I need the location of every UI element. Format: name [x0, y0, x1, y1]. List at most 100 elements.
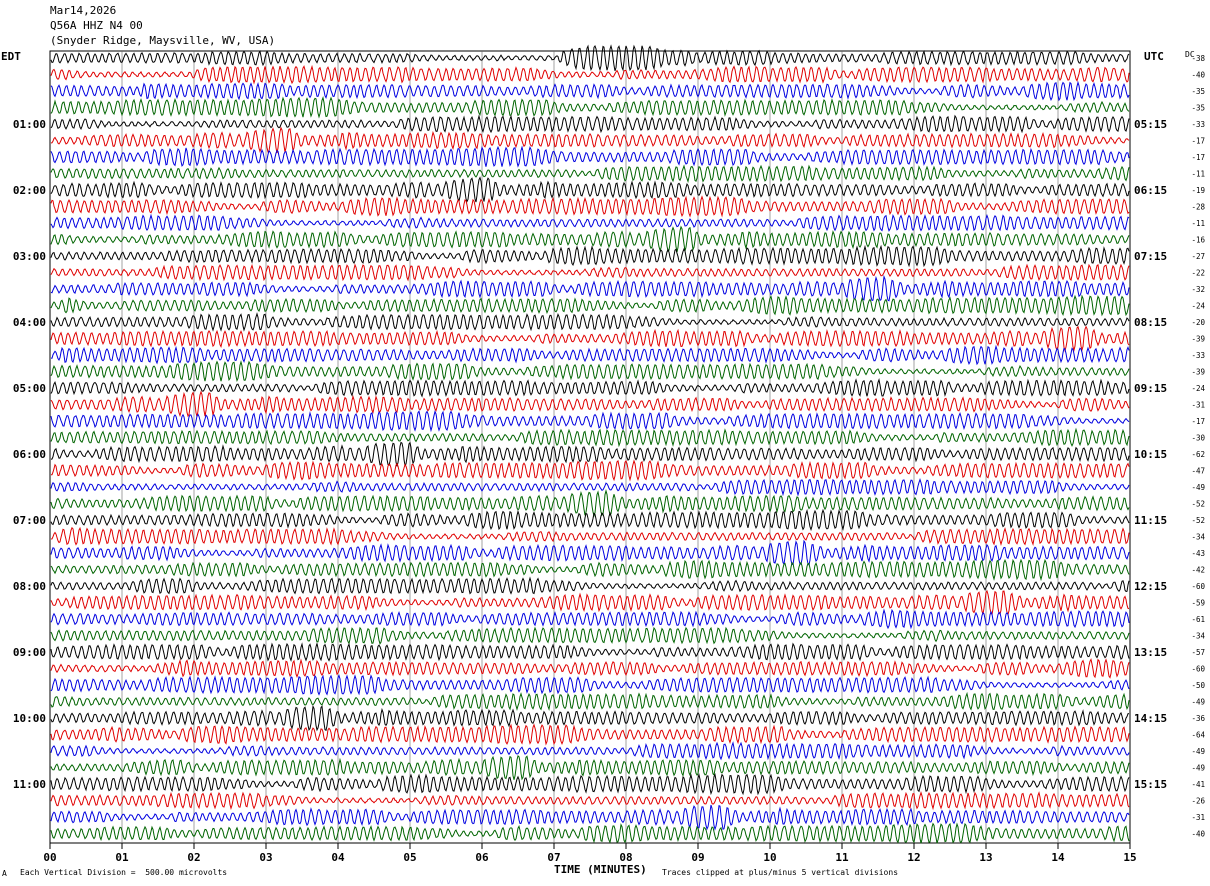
dc-offset-label: -11	[1191, 219, 1205, 228]
traces	[50, 44, 1130, 844]
dc-offset-label: -32	[1191, 285, 1205, 294]
trace-41	[50, 704, 1130, 732]
left-zone-label: EDT	[1, 50, 21, 63]
trace-9	[50, 176, 1130, 203]
dc-offset-label: -36	[1191, 714, 1205, 723]
plot-frame	[49, 50, 1131, 844]
trace-27	[50, 478, 1130, 497]
left-hour-label: 01:00	[13, 118, 46, 131]
x-tick-label-15: 15	[1123, 851, 1136, 864]
dc-offset-label: -60	[1191, 665, 1205, 674]
dc-offset-label: -40	[1191, 830, 1205, 839]
left-hour-label: 05:00	[13, 382, 46, 395]
trace-8	[50, 164, 1130, 184]
trace-5	[50, 114, 1130, 134]
x-tick-label-12: 12	[907, 851, 920, 864]
x-tick-label-05: 05	[403, 851, 416, 864]
trace-45	[50, 773, 1130, 796]
plot-date: Mar14,2026	[50, 4, 117, 17]
dc-offset-label: -59	[1191, 599, 1205, 608]
left-hour-label: 08:00	[13, 580, 46, 593]
dc-offset-label: -43	[1191, 549, 1205, 558]
trace-31	[50, 539, 1130, 566]
dc-offset-label: -22	[1191, 269, 1205, 278]
right-zone-label: UTC	[1144, 50, 1164, 63]
dc-offset-label: -50	[1191, 681, 1205, 690]
dc-offset-label: -52	[1191, 516, 1205, 525]
trace-22	[50, 390, 1130, 418]
trace-16	[50, 294, 1130, 317]
trace-37	[50, 642, 1130, 662]
dc-offset-label: -19	[1191, 186, 1205, 195]
dc-offset-label: -61	[1191, 615, 1205, 624]
trace-7	[50, 145, 1130, 168]
trace-40	[50, 691, 1130, 712]
trace-19	[50, 344, 1130, 366]
dc-offset-label: -33	[1191, 120, 1205, 129]
dc-offset-label: -42	[1191, 566, 1205, 575]
x-tick-label-10: 10	[763, 851, 776, 864]
right-hour-label: 15:15	[1134, 778, 1167, 791]
dc-offset-label: -31	[1191, 813, 1205, 822]
trace-47	[50, 804, 1130, 831]
dc-offset-label: -57	[1191, 648, 1205, 657]
dc-offset-label: -33	[1191, 351, 1205, 360]
dc-offset-label: -49	[1191, 747, 1205, 756]
dc-offset-label: -30	[1191, 434, 1205, 443]
dc-offset-label: -39	[1191, 368, 1205, 377]
dc-offset-label: -17	[1191, 417, 1205, 426]
dc-offset-label: -38	[1191, 54, 1205, 63]
trace-42	[50, 723, 1130, 746]
left-hour-label: 02:00	[13, 184, 46, 197]
x-tick-label-01: 01	[115, 851, 129, 864]
right-hour-label: 11:15	[1134, 514, 1167, 527]
left-hour-label: 11:00	[13, 778, 46, 791]
dc-offset-label: -16	[1191, 236, 1205, 245]
x-tick-label-08: 08	[619, 851, 632, 864]
dc-offset-label: -35	[1191, 104, 1205, 113]
dc-offset-label: -17	[1191, 153, 1205, 162]
trace-1	[50, 44, 1130, 72]
x-tick-label-02: 02	[187, 851, 200, 864]
dc-offset-label: -35	[1191, 87, 1205, 96]
station-code: Q56A HHZ N4 00	[50, 19, 143, 32]
dc-offset-label: -27	[1191, 252, 1205, 261]
right-hour-label: 13:15	[1134, 646, 1167, 659]
dc-offset-label: -20	[1191, 318, 1205, 327]
trace-26	[51, 459, 1130, 482]
trace-6	[50, 126, 1130, 154]
trace-35	[50, 608, 1130, 630]
left-hour-label: 06:00	[13, 448, 46, 461]
dc-offset-label: -26	[1191, 797, 1205, 806]
trace-4	[50, 96, 1130, 119]
trace-15	[50, 274, 1130, 302]
trace-32	[50, 558, 1130, 582]
x-tick-label-14: 14	[1051, 851, 1065, 864]
trace-44	[50, 754, 1130, 781]
trace-3	[50, 80, 1130, 102]
x-tick-label-11: 11	[835, 851, 849, 864]
dc-offset-label: -31	[1191, 401, 1205, 410]
corner-mark: A	[2, 869, 7, 878]
trace-13	[50, 244, 1130, 268]
right-hour-label: 07:15	[1134, 250, 1167, 263]
dc-offset-label: -49	[1191, 483, 1205, 492]
trace-17	[50, 312, 1130, 332]
trace-25	[50, 441, 1130, 467]
right-hour-label: 10:15	[1134, 448, 1167, 461]
left-hour-label: 10:00	[13, 712, 46, 725]
dc-offset-label: -39	[1191, 335, 1205, 344]
dc-offset-label: -34	[1191, 632, 1205, 641]
left-hour-label: 09:00	[13, 646, 46, 659]
dc-offset-label: -28	[1191, 203, 1205, 212]
x-tick-label-07: 07	[547, 851, 560, 864]
dc-offset-label: -64	[1191, 731, 1205, 740]
minute-gridlines	[121, 51, 1059, 843]
right-hour-label: 05:15	[1134, 118, 1167, 131]
trace-33	[50, 576, 1130, 595]
x-axis-title: TIME (MINUTES)	[554, 863, 647, 876]
dc-offset-label: -24	[1191, 302, 1205, 311]
x-tick-label-09: 09	[691, 851, 704, 864]
trace-39	[50, 674, 1130, 696]
